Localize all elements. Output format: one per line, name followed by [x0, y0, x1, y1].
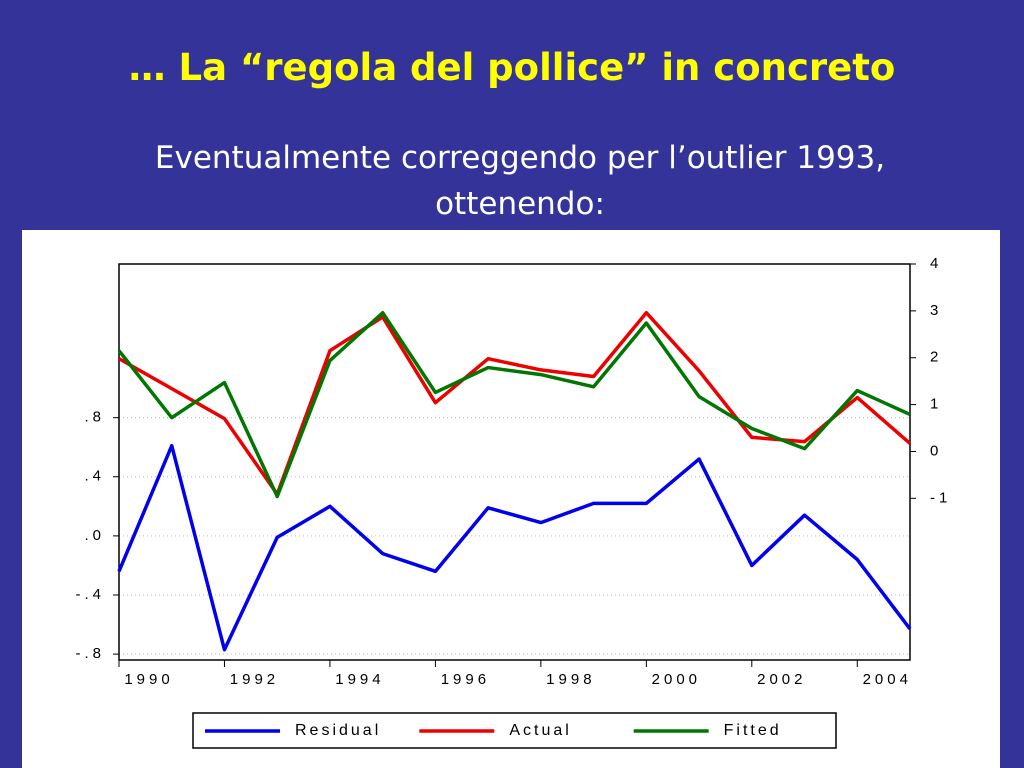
series-line: [117, 310, 911, 499]
y-tick-label: -.8: [75, 645, 105, 662]
y2-tick-label: -1: [930, 489, 951, 506]
y-tick-label: .0: [84, 527, 105, 544]
x-tick-label: 1992: [230, 671, 279, 688]
x-tick-label: 1996: [441, 671, 490, 688]
legend-label: Fitted: [724, 722, 782, 739]
x-tick-label: 1990: [124, 671, 173, 688]
y2-tick-label: 4: [930, 255, 942, 272]
legend-label: Actual: [509, 722, 571, 739]
y2-tick-label: 1: [930, 396, 942, 413]
x-tick-label: 2004: [863, 671, 912, 688]
legend-label: Residual: [295, 722, 381, 739]
y2-tick-label: 3: [930, 302, 942, 319]
plot-frame: [118, 263, 911, 661]
y2-tick-label: 2: [930, 349, 942, 366]
x-tick-label: 2000: [652, 671, 701, 688]
y-tick-label: -.4: [75, 586, 105, 603]
y-tick-label: .8: [84, 409, 105, 426]
x-tick-label: 2002: [757, 671, 806, 688]
legend-box: [192, 712, 837, 749]
y2-tick-label: 0: [930, 442, 942, 459]
slide-subtitle: Eventualmente correggendo per l’outlier …: [155, 140, 885, 176]
series-line: [117, 443, 912, 652]
slide-subtitle: ottenendo:: [435, 186, 605, 222]
y-tick-label: .4: [84, 468, 105, 485]
x-tick-label: 1998: [546, 671, 595, 688]
slide-title: … La “regola del pollice” in concreto: [129, 46, 896, 89]
x-tick-label: 1994: [335, 671, 384, 688]
